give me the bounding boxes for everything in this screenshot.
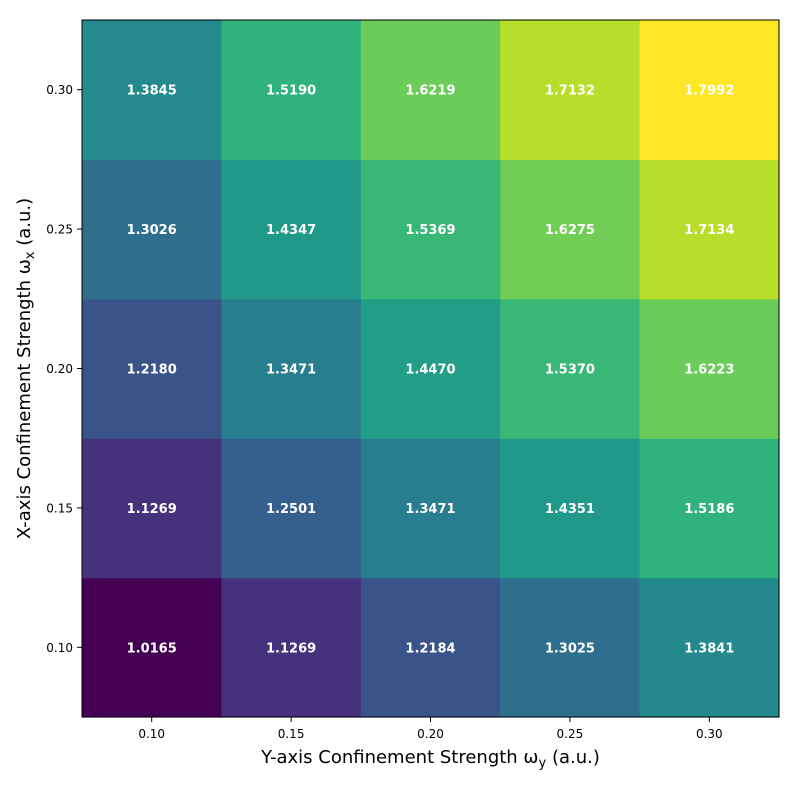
x-axis-label: Y-axis Confinement Strength ωy (a.u.)	[260, 747, 600, 771]
cell-value-label: 1.7134	[684, 223, 734, 238]
cell-value-label: 1.2180	[127, 363, 177, 378]
cell-value-label: 1.3471	[405, 502, 455, 517]
x-tick-label: 0.20	[417, 727, 444, 741]
cell-value-label: 1.3471	[266, 363, 316, 378]
heatmap-cell	[360, 20, 501, 160]
cell-value-label: 1.5190	[266, 84, 316, 99]
cell-value-label: 1.6223	[684, 363, 734, 378]
heatmap-cell	[221, 20, 362, 160]
cell-value-label: 1.3025	[545, 641, 595, 656]
cell-value-label: 1.6219	[405, 84, 455, 99]
cell-value-label: 1.3026	[127, 223, 177, 238]
heatmap-cell	[82, 438, 222, 579]
y-axis-label-subscript: x	[23, 251, 38, 259]
x-axis-label-unit: (a.u.)	[546, 747, 600, 768]
heatmap-cell	[500, 298, 641, 439]
heatmap-cell	[221, 159, 362, 300]
heatmap-cell	[639, 577, 780, 718]
x-tick-label: 0.10	[138, 727, 165, 741]
x-tick-label: 0.30	[696, 727, 723, 741]
cell-value-label: 1.6275	[545, 223, 595, 238]
cell-value-label: 1.1269	[266, 641, 316, 656]
cell-value-label: 1.4351	[545, 502, 595, 517]
heatmap-cells	[82, 20, 780, 718]
heatmap-cell	[360, 438, 501, 579]
heatmap-cell	[500, 20, 641, 160]
heatmap-cell	[82, 298, 222, 439]
cell-value-label: 1.1269	[127, 502, 177, 517]
heatmap-cell	[360, 298, 501, 439]
heatmap-cell	[360, 577, 501, 718]
cell-value-label: 1.0165	[127, 641, 177, 656]
heatmap-cell	[500, 438, 641, 579]
cell-value-label: 1.3841	[684, 641, 734, 656]
heatmap-cell	[82, 577, 222, 718]
cell-value-label: 1.7132	[545, 84, 595, 99]
heatmap-cell	[221, 438, 362, 579]
heatmap-cell	[500, 159, 641, 300]
cell-value-label: 1.3845	[127, 84, 177, 99]
y-axis-label-main: X-axis Confinement Strength ω	[14, 259, 35, 539]
x-tick-label: 0.25	[557, 727, 584, 741]
cell-value-label: 1.2501	[266, 502, 316, 517]
cell-value-label: 1.5369	[405, 223, 455, 238]
heatmap-cell	[500, 577, 641, 718]
y-tick-label: 0.25	[46, 223, 73, 237]
y-axis-label: X-axis Confinement Strength ωx (a.u.)	[14, 198, 38, 539]
cell-value-label: 1.7992	[684, 84, 734, 99]
y-axis-label-unit: (a.u.)	[14, 198, 35, 252]
cell-value-label: 1.2184	[405, 641, 455, 656]
y-tick-label: 0.20	[46, 362, 73, 376]
y-axis-ticks: 0.10 0.15 0.20 0.25 0.30	[46, 83, 82, 655]
heatmap-cell	[639, 159, 780, 300]
x-axis-label-subscript: y	[539, 756, 547, 771]
x-axis-label-main: Y-axis Confinement Strength ω	[260, 747, 538, 768]
heatmap-cell	[639, 438, 780, 579]
heatmap-cell	[639, 20, 780, 160]
y-tick-label: 0.15	[46, 501, 73, 515]
cell-value-label: 1.4470	[405, 363, 455, 378]
x-tick-label: 0.15	[278, 727, 305, 741]
heatmap-cell	[360, 159, 501, 300]
cell-value-label: 1.5186	[684, 502, 734, 517]
heatmap-cell	[82, 159, 222, 300]
heatmap-cell	[221, 577, 362, 718]
y-tick-label: 0.30	[46, 83, 73, 97]
x-axis-ticks: 0.10 0.15 0.20 0.25 0.30	[138, 717, 723, 741]
heatmap-cell	[221, 298, 362, 439]
cell-value-label: 1.5370	[545, 363, 595, 378]
heatmap-cell	[639, 298, 780, 439]
cell-value-label: 1.4347	[266, 223, 316, 238]
y-tick-label: 0.10	[46, 641, 73, 655]
heatmap-cell	[82, 20, 222, 160]
heatmap-cell-labels: 1.0165 1.1269 1.2184 1.3025 1.3841 1.1269 1.25…	[127, 84, 735, 657]
